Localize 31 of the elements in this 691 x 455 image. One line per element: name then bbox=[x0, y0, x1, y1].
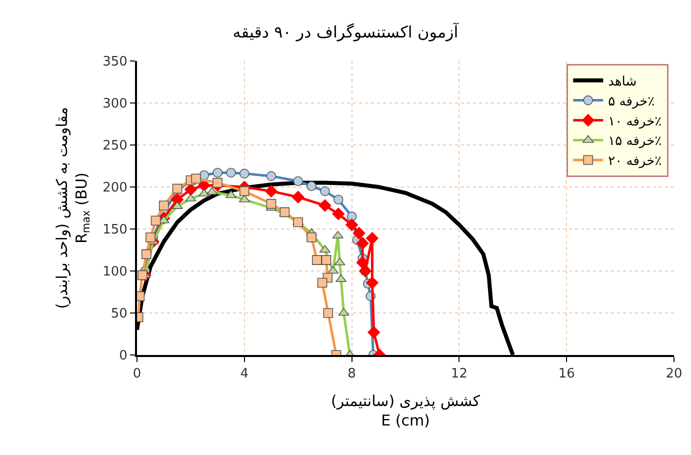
legend-label: خرفه ۱۵٪ bbox=[608, 134, 662, 150]
x-tick-label: 4 bbox=[240, 366, 249, 382]
point bbox=[356, 256, 369, 269]
y-tick-label: 200 bbox=[102, 180, 128, 196]
point bbox=[352, 226, 366, 240]
legend-label: خرفه ۵٪ bbox=[608, 94, 655, 110]
y-tick-label: 300 bbox=[102, 96, 128, 112]
x-tick-label: 12 bbox=[450, 366, 468, 382]
legend-label: شاهد bbox=[608, 74, 637, 90]
x-tick-label: 0 bbox=[132, 366, 142, 382]
chart-title: آزمون اکستنسوگراف در ۹۰ دقیقه bbox=[232, 21, 460, 42]
x-tick-label: 8 bbox=[348, 366, 356, 382]
point bbox=[292, 190, 304, 204]
legend-label: خرفه ۱۰٪ bbox=[608, 114, 662, 130]
point bbox=[346, 218, 358, 232]
point bbox=[366, 276, 378, 290]
point bbox=[368, 326, 380, 339]
y-tick-label: 250 bbox=[102, 138, 128, 154]
point bbox=[318, 199, 332, 212]
point bbox=[265, 184, 278, 198]
point bbox=[332, 208, 345, 220]
y-tick-label: 0 bbox=[119, 348, 128, 364]
y-tick-label: 150 bbox=[102, 222, 128, 238]
x-tick-label: 20 bbox=[666, 366, 682, 382]
y-tick-label: 100 bbox=[102, 264, 128, 280]
y-tick-label: 50 bbox=[110, 306, 128, 322]
x-tick-label: 16 bbox=[558, 366, 575, 382]
legend-label: خرفه ۲۰٪ bbox=[608, 154, 662, 170]
y-tick-label: 350 bbox=[102, 54, 128, 70]
point bbox=[366, 232, 378, 244]
point bbox=[356, 237, 369, 250]
